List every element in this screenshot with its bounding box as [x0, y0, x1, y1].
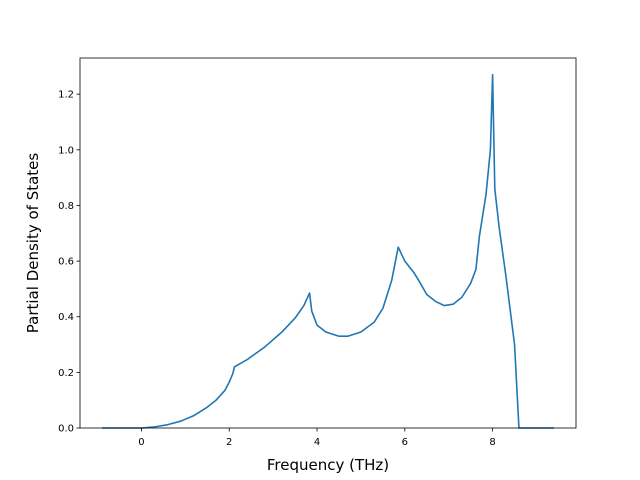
x-axis: 0 2 4 6 8	[138, 428, 496, 448]
y-tick-label: 0.0	[58, 424, 74, 435]
x-tick-label: 4	[314, 437, 320, 448]
y-tick-label: 0.2	[58, 368, 74, 379]
x-tick-label: 2	[226, 437, 232, 448]
y-tick-label: 0.8	[58, 201, 74, 212]
series-line-0	[101, 73, 555, 429]
x-tick-label: 6	[402, 437, 408, 448]
y-axis-label: Partial Density of States	[24, 153, 42, 334]
y-axis: 0.0 0.2 0.4 0.6 0.8 1.0 1.2	[58, 90, 80, 435]
y-tick-label: 1.0	[58, 145, 74, 156]
x-tick-label: 8	[489, 437, 495, 448]
y-tick-label: 0.6	[58, 257, 74, 268]
x-tick-label: 0	[138, 437, 144, 448]
plot-area	[101, 73, 555, 429]
x-axis-label: Frequency (THz)	[267, 456, 389, 474]
y-tick-label: 0.4	[58, 312, 74, 323]
y-tick-label: 1.2	[58, 90, 74, 101]
axes-frame	[79, 57, 577, 429]
